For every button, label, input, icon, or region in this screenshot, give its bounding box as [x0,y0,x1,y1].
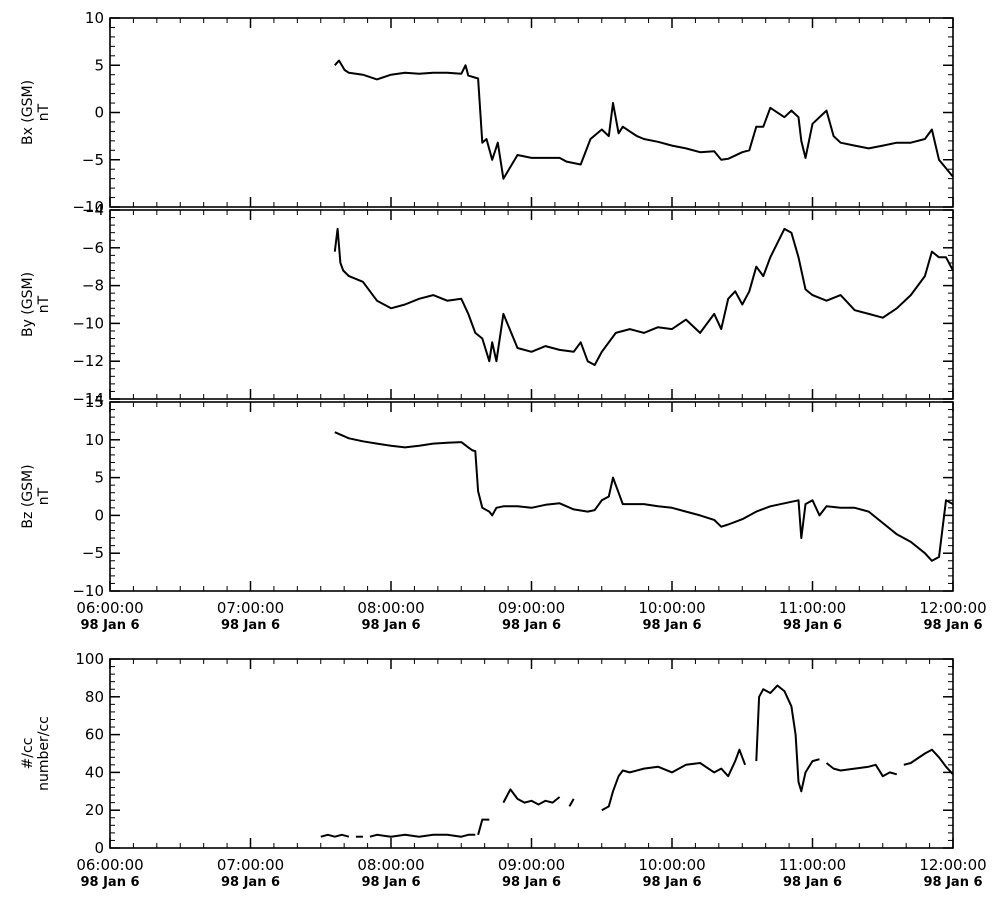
panel-2-ylabel: nT [36,295,52,313]
panel-3-ytick-label: −10 [72,582,104,600]
xtick-date-label: 98 Jan 6 [361,618,420,633]
xtick-time-label: 09:00:00 [498,599,565,617]
panel-1-ytick-label: −5 [82,151,104,169]
xtick-time-label: 08:00:00 [357,856,424,874]
panel-1-ytick-label: 10 [85,9,104,27]
panel-4-ylabel: #/cc [20,738,36,770]
xtick-time-label: 06:00:00 [76,856,143,874]
xtick-date-label: 98 Jan 6 [80,618,139,633]
panel-2-series-line [333,227,954,366]
panel-2-ytick-label: −10 [72,314,104,332]
xtick-time-label: 10:00:00 [638,599,705,617]
xtick-time-label: 07:00:00 [217,599,284,617]
panel-3-ytick-label: 0 [94,506,104,524]
panel-3-ylabel: Bz (GSM) [20,464,36,528]
panel-3-ytick-label: 10 [85,431,104,449]
panel-3-ytick-label: −5 [82,544,104,562]
xtick-date-label: 98 Jan 6 [923,875,982,890]
panel-1-ylabel: nT [36,103,52,121]
panel-2-frame [109,209,954,400]
panel-4-series-line [755,684,820,793]
xtick-date-label: 98 Jan 6 [80,875,139,890]
panel-2-ytick-label: −8 [82,277,104,295]
panel-1-ytick-label: −10 [72,198,104,216]
panel-4-ytick-label: 100 [75,650,104,668]
xtick-date-label: 98 Jan 6 [642,875,701,890]
xtick-date-label: 98 Jan 6 [923,618,982,633]
xtick-date-label: 98 Jan 6 [783,875,842,890]
xtick-date-label: 98 Jan 6 [221,618,280,633]
panel-4-series-line [320,833,350,838]
xtick-date-label: 98 Jan 6 [502,875,561,890]
xtick-time-label: 11:00:00 [779,856,846,874]
xtick-time-label: 06:00:00 [76,599,143,617]
panel-2-ylabel: By (GSM) [20,272,36,337]
xtick-date-label: 98 Jan 6 [642,618,701,633]
panel-3-ytick-label: 15 [85,393,104,411]
xtick-time-label: 11:00:00 [779,599,846,617]
panel-4-ytick-label: 60 [85,726,104,744]
panel-2-ytick-label: −14 [72,390,104,408]
panel-1-ytick-label: 5 [94,56,104,74]
xtick-date-label: 98 Jan 6 [221,875,280,890]
panel-4-series-line [825,762,898,778]
panel-4-frame [109,658,954,849]
panel-3-ytick-label: 5 [94,469,104,487]
xtick-date-label: 98 Jan 6 [783,618,842,633]
xtick-time-label: 08:00:00 [357,599,424,617]
panel-4-series-line [903,748,954,775]
xtick-time-label: 07:00:00 [217,856,284,874]
panel-1-ytick-label: 0 [94,104,104,122]
panel-4-series-line [502,788,561,806]
panel-4-ytick-label: 0 [94,839,104,857]
xtick-time-label: 12:00:00 [919,856,986,874]
panel-3-frame [109,401,954,592]
panel-4-series-line [477,818,490,836]
panel-4-ylabel: number/cc [36,716,52,791]
panel-3-series-line [334,431,954,562]
xtick-date-label: 98 Jan 6 [361,875,420,890]
panel-2-ytick-label: −6 [82,239,104,257]
xtick-time-label: 12:00:00 [919,599,986,617]
panel-4-series-line [568,798,575,807]
panel-4-series-line [601,748,747,812]
panel-4-ytick-label: 20 [85,801,104,819]
xtick-time-label: 10:00:00 [638,856,705,874]
panel-4-series-line [369,833,476,838]
panel-2-ytick-label: −4 [82,201,104,219]
panel-3-ylabel: nT [36,487,52,505]
panel-1-ylabel: Bx (GSM) [20,80,36,145]
panel-2-ytick-label: −12 [72,352,104,370]
xtick-date-label: 98 Jan 6 [502,618,561,633]
panel-4-ytick-label: 80 [85,688,104,706]
xtick-time-label: 09:00:00 [498,856,565,874]
panel-4-ytick-label: 40 [85,763,104,781]
panel-1-series-line [334,59,954,180]
